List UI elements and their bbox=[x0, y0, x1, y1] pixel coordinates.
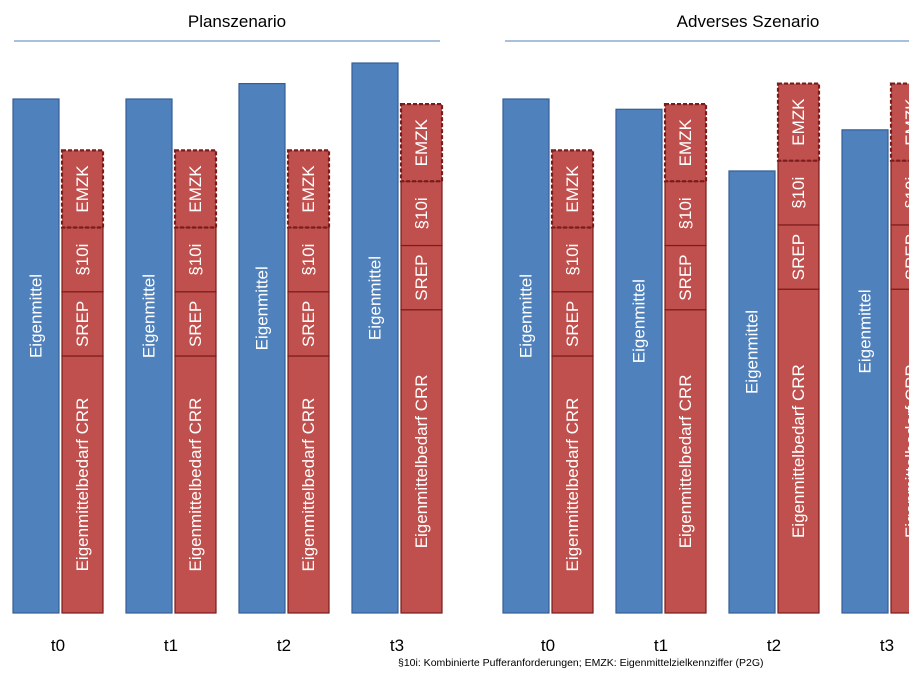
emzk-segment bbox=[550, 149, 595, 229]
eigenmittel-label: Eigenmittel bbox=[743, 310, 762, 394]
crr-label: Eigenmittelbedarf CRR bbox=[902, 364, 909, 538]
eigenmittel-bar bbox=[125, 98, 173, 614]
emzk-segment bbox=[889, 82, 909, 162]
p10i-label: §10i bbox=[412, 197, 431, 229]
panel-title: Planszenario bbox=[188, 12, 286, 31]
p10i-segment bbox=[664, 180, 707, 247]
emzk-label: EMZK bbox=[186, 165, 205, 213]
crr-label: Eigenmittelbedarf CRR bbox=[186, 398, 205, 572]
emzk-label: EMZK bbox=[412, 118, 431, 166]
emzk-label: EMZK bbox=[789, 98, 808, 146]
x-tick-label: t2 bbox=[277, 636, 291, 655]
eigenmittel-label: Eigenmittel bbox=[517, 274, 536, 358]
eigenmittel-label: Eigenmittel bbox=[253, 266, 272, 350]
eigenmittel-bar bbox=[351, 62, 399, 614]
crr-label: Eigenmittelbedarf CRR bbox=[73, 398, 92, 572]
emzk-segment bbox=[286, 149, 331, 229]
p10i-segment bbox=[551, 226, 594, 293]
crr-segment bbox=[551, 355, 594, 614]
emzk-segment bbox=[60, 149, 105, 229]
srep-segment bbox=[890, 224, 909, 290]
p10i-label: §10i bbox=[186, 244, 205, 276]
p10i-label: §10i bbox=[676, 197, 695, 229]
emzk-segment bbox=[776, 82, 821, 162]
srep-label: SREP bbox=[789, 234, 808, 280]
p10i-label: §10i bbox=[73, 244, 92, 276]
crr-label: Eigenmittelbedarf CRR bbox=[789, 364, 808, 538]
srep-label: SREP bbox=[902, 234, 909, 280]
crr-segment bbox=[400, 309, 443, 614]
eigenmittel-bar bbox=[615, 108, 663, 614]
srep-label: SREP bbox=[676, 254, 695, 300]
p10i-segment bbox=[174, 226, 217, 293]
crr-segment bbox=[890, 288, 909, 614]
p10i-segment bbox=[400, 180, 443, 247]
crr-label: Eigenmittelbedarf CRR bbox=[676, 374, 695, 548]
eigenmittel-label: Eigenmittel bbox=[366, 256, 385, 340]
p10i-segment bbox=[777, 160, 820, 226]
footnote: §10i: Kombinierte Pufferanforderungen; E… bbox=[398, 657, 764, 669]
eigenmittel-bar bbox=[728, 170, 776, 614]
eigenmittel-bar bbox=[12, 98, 60, 614]
x-tick-label: t3 bbox=[390, 636, 404, 655]
x-tick-label: t1 bbox=[164, 636, 178, 655]
emzk-label: EMZK bbox=[676, 118, 695, 166]
crr-segment bbox=[777, 288, 820, 614]
x-tick-label: t2 bbox=[767, 636, 781, 655]
p10i-label: §10i bbox=[299, 244, 318, 276]
eigenmittel-label: Eigenmittel bbox=[856, 289, 875, 373]
crr-segment bbox=[61, 355, 104, 614]
srep-label: SREP bbox=[563, 301, 582, 347]
p10i-label: §10i bbox=[563, 244, 582, 276]
eigenmittel-label: Eigenmittel bbox=[140, 274, 159, 358]
eigenmittel-bar bbox=[502, 98, 550, 614]
eigenmittel-label: Eigenmittel bbox=[27, 274, 46, 358]
srep-segment bbox=[664, 244, 707, 311]
srep-label: SREP bbox=[73, 301, 92, 347]
eigenmittel-label: Eigenmittel bbox=[630, 279, 649, 363]
emzk-segment bbox=[663, 103, 708, 183]
emzk-label: EMZK bbox=[902, 98, 909, 146]
emzk-segment bbox=[173, 149, 218, 229]
srep-segment bbox=[551, 291, 594, 357]
srep-label: SREP bbox=[412, 254, 431, 300]
x-tick-label: t0 bbox=[541, 636, 555, 655]
x-tick-label: t3 bbox=[880, 636, 894, 655]
srep-label: SREP bbox=[299, 301, 318, 347]
crr-label: Eigenmittelbedarf CRR bbox=[412, 374, 431, 548]
x-tick-label: t0 bbox=[51, 636, 65, 655]
eigenmittel-bar bbox=[238, 82, 286, 614]
crr-segment bbox=[287, 355, 330, 614]
srep-segment bbox=[400, 244, 443, 311]
p10i-segment bbox=[61, 226, 104, 293]
p10i-segment bbox=[287, 226, 330, 293]
crr-label: Eigenmittelbedarf CRR bbox=[299, 398, 318, 572]
p10i-label: §10i bbox=[789, 177, 808, 209]
srep-label: SREP bbox=[186, 301, 205, 347]
x-tick-label: t1 bbox=[654, 636, 668, 655]
emzk-label: EMZK bbox=[563, 165, 582, 213]
emzk-segment bbox=[399, 103, 444, 183]
crr-segment bbox=[664, 309, 707, 614]
p10i-label: §10i bbox=[902, 177, 909, 209]
emzk-label: EMZK bbox=[73, 165, 92, 213]
p10i-segment bbox=[890, 160, 909, 226]
eigenmittel-bar bbox=[841, 129, 889, 614]
panel-title: Adverses Szenario bbox=[677, 12, 820, 31]
emzk-label: EMZK bbox=[299, 165, 318, 213]
crr-label: Eigenmittelbedarf CRR bbox=[563, 398, 582, 572]
